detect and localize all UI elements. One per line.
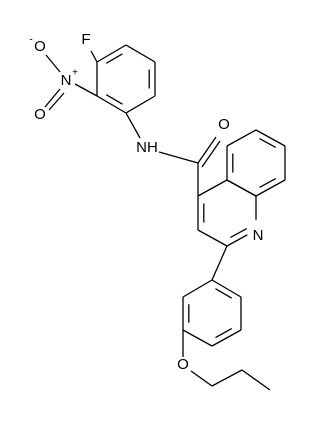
bond xyxy=(230,227,248,239)
bond xyxy=(211,329,242,347)
bond xyxy=(211,245,228,281)
bond xyxy=(125,44,156,63)
bond xyxy=(226,129,257,147)
atom-label: O xyxy=(34,106,46,123)
bond xyxy=(226,234,248,247)
bonds xyxy=(44,44,286,391)
atom-label: NH xyxy=(136,139,158,156)
bond xyxy=(197,179,228,197)
bond xyxy=(105,94,123,105)
bond xyxy=(197,136,217,164)
bond xyxy=(241,369,271,391)
atom-label: O xyxy=(218,116,230,133)
bond xyxy=(48,92,65,111)
bond xyxy=(259,137,277,149)
bond xyxy=(45,54,61,73)
atom-charge: - xyxy=(29,35,32,46)
bond xyxy=(158,151,199,164)
bond xyxy=(74,83,98,97)
bond xyxy=(190,370,213,387)
bond xyxy=(125,112,141,139)
atom-label: O xyxy=(34,38,46,55)
bond xyxy=(182,279,213,298)
bond xyxy=(201,140,221,168)
bond xyxy=(211,369,243,387)
bond xyxy=(44,88,61,108)
bond xyxy=(125,95,156,114)
bond xyxy=(215,288,233,299)
bond xyxy=(96,44,127,63)
bond xyxy=(215,328,233,339)
atom-label: F xyxy=(81,31,90,48)
bond xyxy=(226,179,257,197)
atom-label: N xyxy=(253,227,264,244)
atom-charge: + xyxy=(72,68,78,79)
bond xyxy=(255,129,286,147)
bond xyxy=(105,53,123,64)
bond xyxy=(90,50,98,63)
bond xyxy=(211,279,242,298)
bond xyxy=(197,229,228,247)
atom-label: N xyxy=(61,72,72,89)
bond xyxy=(182,329,213,347)
bond xyxy=(96,95,127,114)
atom-label: O xyxy=(177,356,189,373)
bond xyxy=(255,179,286,197)
bond xyxy=(259,177,277,189)
